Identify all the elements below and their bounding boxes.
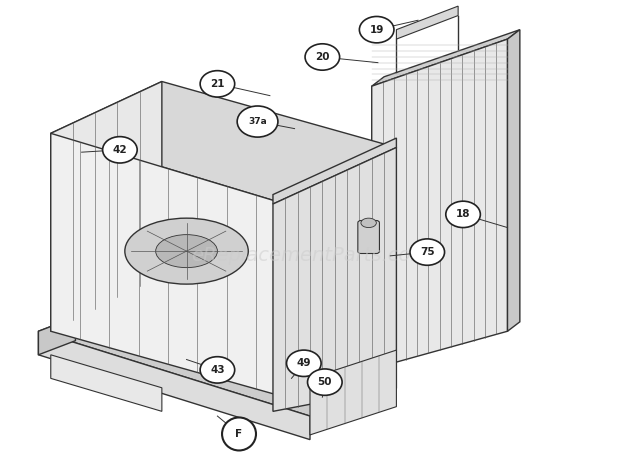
Circle shape [103, 137, 137, 163]
Polygon shape [51, 355, 162, 411]
Circle shape [410, 239, 445, 265]
Ellipse shape [125, 218, 248, 284]
Circle shape [237, 106, 278, 137]
Polygon shape [372, 39, 508, 369]
Polygon shape [51, 82, 162, 331]
Text: 75: 75 [420, 247, 435, 257]
Circle shape [286, 350, 321, 376]
Polygon shape [310, 350, 396, 435]
Polygon shape [372, 30, 520, 86]
Circle shape [446, 201, 480, 228]
Polygon shape [273, 147, 396, 411]
Polygon shape [396, 6, 458, 39]
Text: 21: 21 [210, 79, 224, 89]
Circle shape [360, 17, 394, 43]
Ellipse shape [156, 235, 218, 268]
Text: 19: 19 [370, 25, 384, 35]
Polygon shape [51, 82, 396, 204]
Text: 18: 18 [456, 210, 471, 219]
Text: 50: 50 [317, 377, 332, 387]
Text: 49: 49 [296, 358, 311, 368]
Circle shape [200, 71, 235, 97]
Polygon shape [508, 30, 520, 331]
Circle shape [308, 369, 342, 395]
Polygon shape [51, 133, 285, 397]
Ellipse shape [222, 418, 256, 450]
Polygon shape [38, 331, 310, 439]
Polygon shape [38, 317, 347, 416]
Polygon shape [38, 317, 76, 355]
Text: 43: 43 [210, 365, 224, 375]
Text: eReplacementParts.com: eReplacementParts.com [191, 246, 429, 265]
FancyBboxPatch shape [358, 220, 379, 254]
Circle shape [200, 357, 235, 383]
Polygon shape [273, 138, 396, 204]
Circle shape [305, 44, 340, 70]
Text: 42: 42 [113, 145, 127, 155]
Text: F: F [236, 429, 242, 439]
Text: 20: 20 [315, 52, 330, 62]
Ellipse shape [361, 218, 376, 228]
Text: 37a: 37a [248, 117, 267, 126]
